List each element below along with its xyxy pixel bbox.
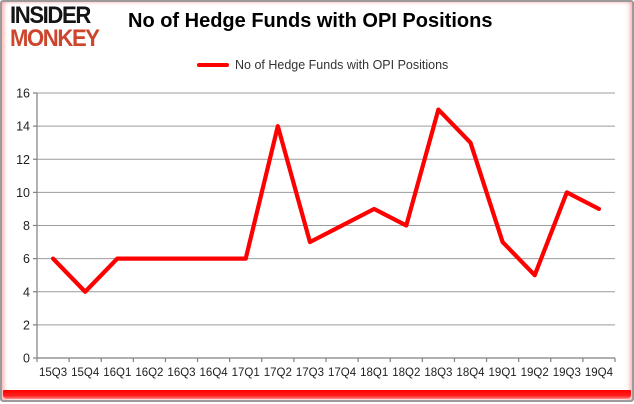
x-tick-label: 19Q4 (585, 367, 614, 379)
x-tick-label: 17Q4 (328, 367, 357, 379)
x-tick-label: 19Q2 (521, 367, 549, 379)
legend: No of Hedge Funds with OPI Positions (197, 58, 448, 72)
x-tick-label: 15Q4 (71, 367, 100, 379)
y-tick-label: 8 (23, 219, 30, 233)
logo-line-monkey: MONKEY (10, 24, 100, 52)
x-tick-label: 16Q2 (135, 367, 163, 379)
y-tick-label: 12 (16, 153, 30, 167)
y-tick-label: 10 (16, 186, 30, 200)
x-tick-label: 19Q1 (489, 367, 517, 379)
x-tick-label: 16Q3 (167, 367, 195, 379)
x-tick-label: 15Q3 (39, 367, 67, 379)
x-tick-label: 17Q1 (232, 367, 260, 379)
x-tick-label: 18Q3 (424, 367, 452, 379)
x-tick-label: 16Q1 (103, 367, 131, 379)
card-bottom-red-border (3, 390, 631, 399)
x-tick-label: 16Q4 (200, 367, 229, 379)
x-tick-label: 18Q4 (456, 367, 485, 379)
y-tick-label: 2 (23, 318, 30, 332)
insider-monkey-logo: INSIDER MONKEY (10, 2, 106, 52)
x-tick-label: 17Q3 (296, 367, 324, 379)
line-chart-plot-area: 0 2 4 6 8 10 12 14 16 15Q3 15Q4 16Q1 16Q2 16Q3 16Q4 17Q… (0, 74, 634, 390)
logo-line-insider: INSIDER (10, 2, 91, 29)
y-tick-label: 0 (23, 352, 30, 366)
y-tick-label: 4 (23, 285, 30, 299)
data-line-series (50, 107, 602, 294)
chart-title: No of Hedge Funds with OPI Positions (128, 10, 493, 32)
x-tick-label: 18Q1 (360, 367, 388, 379)
y-tick-label: 14 (16, 120, 30, 134)
x-tick-label: 17Q2 (264, 367, 292, 379)
y-tick-label: 16 (16, 87, 30, 101)
legend-label: No of Hedge Funds with OPI Positions (235, 58, 449, 72)
x-tick-label: 19Q3 (553, 367, 581, 379)
y-tick-label: 6 (23, 252, 30, 266)
x-tick-label: 18Q2 (392, 367, 420, 379)
legend-line-swatch (197, 63, 229, 67)
